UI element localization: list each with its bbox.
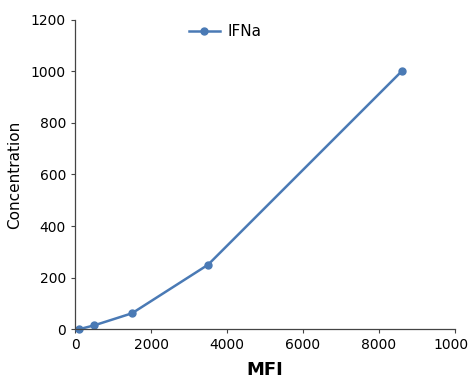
IFNa	[399, 69, 405, 74]
Line: IFNa: IFNa	[76, 68, 405, 333]
IFNa	[91, 323, 97, 328]
Legend: IFNa: IFNa	[189, 24, 261, 39]
IFNa	[129, 311, 135, 316]
IFNa	[205, 262, 211, 267]
IFNa	[76, 327, 82, 332]
X-axis label: MFI: MFI	[247, 361, 283, 379]
Y-axis label: Concentration: Concentration	[8, 120, 23, 229]
